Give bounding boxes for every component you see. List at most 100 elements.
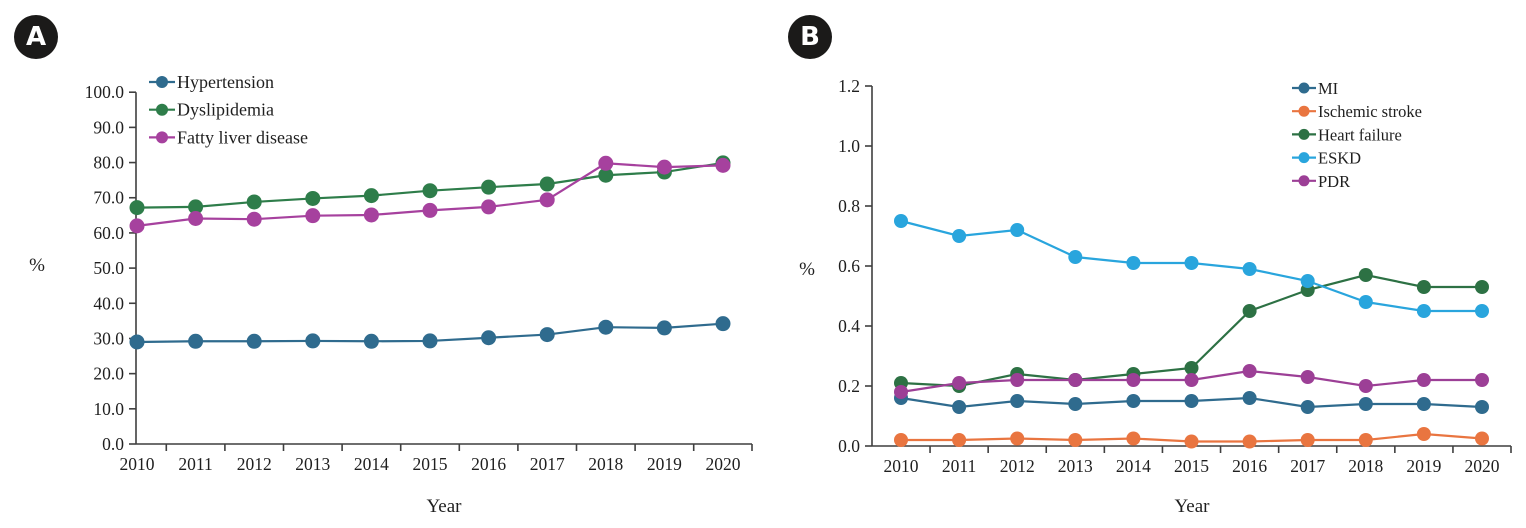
legend: MI Ischemic stroke Heart failure ESKD PDR xyxy=(1292,79,1422,191)
data-point xyxy=(952,229,967,243)
data-point xyxy=(246,211,262,227)
y-tick-label: 100.0 xyxy=(85,82,125,102)
data-point xyxy=(1416,373,1431,387)
x-tick-label: 2020 xyxy=(706,454,741,474)
data-point xyxy=(305,333,321,349)
data-point xyxy=(1475,400,1489,414)
data-point xyxy=(894,385,908,399)
x-tick-label: 2019 xyxy=(1406,456,1441,476)
data-point xyxy=(952,400,967,414)
data-point xyxy=(481,179,497,195)
data-point xyxy=(363,188,379,204)
legend-item-hypertension: Hypertension xyxy=(149,72,274,92)
data-point xyxy=(539,192,555,208)
series-fatty-liver-disease xyxy=(129,155,731,234)
data-point xyxy=(129,200,145,216)
data-point xyxy=(305,190,321,206)
x-tick-label: 2014 xyxy=(1116,456,1151,476)
x-tick-label: 2020 xyxy=(1465,456,1500,476)
data-point xyxy=(1010,223,1025,237)
legend-label: MI xyxy=(1318,79,1338,98)
y-tick-label: 10.0 xyxy=(93,399,124,419)
data-point xyxy=(894,214,908,228)
y-tick-label: 90.0 xyxy=(93,117,124,137)
data-point xyxy=(481,330,497,346)
data-point xyxy=(1242,391,1257,405)
data-point xyxy=(1300,370,1315,384)
y-tick-label: 20.0 xyxy=(93,364,124,384)
panel-b-y-axis-label: % xyxy=(799,259,815,280)
data-point xyxy=(894,433,908,447)
data-point xyxy=(422,202,438,218)
data-point xyxy=(1068,250,1083,264)
legend-marker-icon xyxy=(156,103,168,116)
legend-item-eskd: ESKD xyxy=(1292,149,1361,168)
legend-marker-icon xyxy=(156,76,168,88)
x-tick-label: 2017 xyxy=(530,454,565,474)
y-tick-label: 0.2 xyxy=(838,376,860,396)
data-point xyxy=(1242,304,1257,318)
data-point xyxy=(656,159,672,175)
data-point xyxy=(188,199,204,215)
y-tick-label: 0.0 xyxy=(102,434,124,454)
data-point xyxy=(1184,256,1199,270)
data-point xyxy=(1068,397,1083,411)
data-point xyxy=(598,155,614,171)
data-point xyxy=(1475,304,1489,318)
data-point xyxy=(539,327,555,343)
data-point xyxy=(539,176,555,192)
y-tick-label: 1.0 xyxy=(838,136,860,156)
x-tick-label: 2016 xyxy=(471,454,506,474)
y-tick-label: 0.4 xyxy=(838,316,860,336)
data-point xyxy=(1010,394,1025,408)
legend-marker-icon xyxy=(1298,152,1310,164)
y-tick-label: 70.0 xyxy=(93,188,124,208)
data-point xyxy=(1184,434,1199,449)
series-hypertension xyxy=(129,316,731,350)
x-tick-label: 2011 xyxy=(178,454,212,474)
data-point xyxy=(656,320,672,336)
y-tick-label: 60.0 xyxy=(93,223,124,243)
x-tick-label: 2013 xyxy=(1058,456,1093,476)
data-point xyxy=(188,333,204,349)
legend-item-mi: MI xyxy=(1292,79,1338,98)
data-point xyxy=(598,167,614,183)
legend-label: Dyslipidemia xyxy=(177,100,274,120)
x-tick-label: 2015 xyxy=(413,454,448,474)
panel-a-x-axis-label: Year xyxy=(426,496,462,517)
data-point xyxy=(1358,397,1373,411)
data-point xyxy=(363,207,379,223)
legend-label: PDR xyxy=(1318,172,1350,191)
legend-item-ischemic-stroke: Ischemic stroke xyxy=(1292,102,1422,121)
panel-a-chart: 0.0 10.0 20.0 30.0 40.0 50.0 60.0 70.0 80.0 90.0 1… xyxy=(85,72,753,474)
data-point xyxy=(246,333,262,349)
data-point xyxy=(1184,394,1199,408)
data-point xyxy=(363,333,379,349)
data-point xyxy=(129,334,145,350)
data-point xyxy=(1300,274,1315,288)
y-tick-label: 0.6 xyxy=(838,256,860,276)
x-tick-label: 2012 xyxy=(1000,456,1035,476)
data-point xyxy=(129,218,145,234)
legend-marker-icon xyxy=(1298,105,1310,117)
data-point xyxy=(1242,434,1257,449)
panel-b-badge: B xyxy=(788,15,832,59)
y-axis: 0.0 10.0 20.0 30.0 40.0 50.0 60.0 70.0 80.0 90.0 1… xyxy=(85,82,137,454)
data-point xyxy=(1242,364,1257,378)
data-point xyxy=(1358,379,1373,393)
y-tick-label: 1.2 xyxy=(838,76,860,96)
y-tick-label: 80.0 xyxy=(93,153,124,173)
x-tick-label: 2019 xyxy=(647,454,682,474)
data-point xyxy=(1475,431,1489,446)
series-ischemic-stroke xyxy=(894,427,1489,449)
data-point xyxy=(1184,373,1199,387)
data-point xyxy=(1242,262,1257,276)
legend-marker-icon xyxy=(156,131,168,144)
series-eskd xyxy=(894,214,1489,318)
legend-label: Fatty liver disease xyxy=(177,127,308,147)
x-tick-label: 2011 xyxy=(942,456,976,476)
x-tick-label: 2016 xyxy=(1232,456,1267,476)
y-tick-label: 50.0 xyxy=(93,258,124,278)
